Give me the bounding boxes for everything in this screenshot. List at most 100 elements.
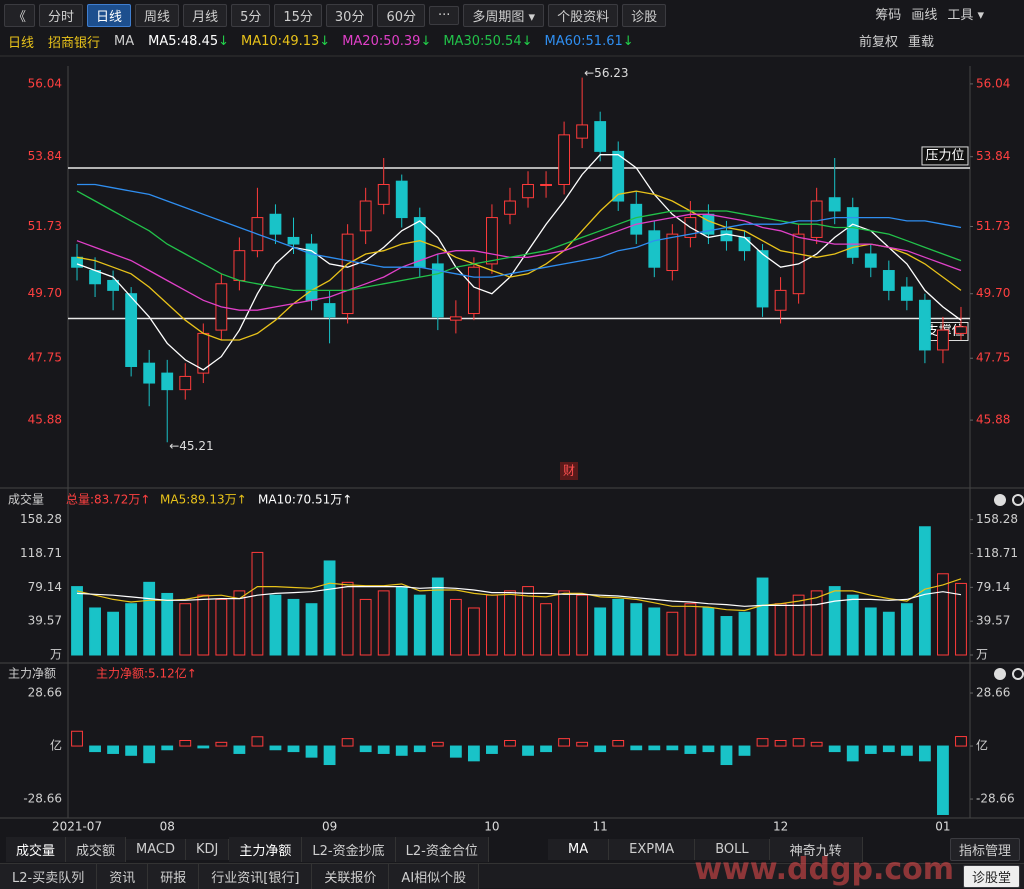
- y-tick-label: 53.84: [28, 149, 62, 163]
- marker-box: [560, 462, 578, 480]
- tab[interactable]: L2-资金合位: [395, 836, 489, 862]
- info-button[interactable]: 前复权: [858, 35, 898, 50]
- candle-body: [774, 289, 787, 311]
- candle-body: [486, 217, 498, 265]
- tab[interactable]: 神奇九转: [769, 836, 863, 862]
- net-bar: [125, 745, 138, 756]
- level-box: [921, 146, 969, 166]
- y-tick-label: 47.75: [28, 351, 62, 365]
- close-icon[interactable]: [994, 668, 1006, 680]
- toolbar-button[interactable]: 30分: [325, 3, 374, 27]
- settings-icon[interactable]: [1012, 494, 1024, 506]
- tab[interactable]: 主力净额: [229, 836, 303, 862]
- volume-bar: [215, 598, 228, 656]
- y-tick-label: 49.70: [976, 286, 1010, 300]
- volume-bar: [107, 611, 120, 656]
- toolbar-right: 筹码 画线 工具 ▾: [865, 4, 984, 23]
- volume-bar: [918, 526, 931, 656]
- candle-body: [955, 326, 967, 334]
- volume-bar: [233, 590, 246, 656]
- volume-bar: [720, 616, 733, 656]
- info-button[interactable]: 重载: [907, 35, 934, 50]
- candle-body: [882, 270, 895, 291]
- bottom-tab[interactable]: 行业资讯[银行]: [199, 863, 313, 889]
- tab[interactable]: MACD: [126, 838, 186, 860]
- candle-body: [792, 233, 805, 295]
- net-bar: [522, 745, 534, 756]
- x-tick-label: 09: [322, 820, 337, 834]
- tab[interactable]: 成交量: [6, 836, 67, 862]
- bottom-tab[interactable]: 关联报价: [312, 863, 390, 889]
- info-right: 前复权 重载: [849, 31, 934, 50]
- toolbar-button[interactable]: 周线: [135, 3, 180, 27]
- volume-bar: [955, 582, 967, 656]
- candle-body: [179, 375, 192, 391]
- volume-bar: [756, 577, 769, 656]
- toolbar-button[interactable]: 分时: [39, 3, 84, 27]
- candle-body: [71, 256, 83, 268]
- volume-bar: [828, 586, 841, 656]
- candle-body: [251, 217, 264, 252]
- tab[interactable]: L2-资金抄底: [302, 836, 396, 862]
- legend-trend: ↓: [622, 33, 634, 49]
- bottom-tab[interactable]: L2-买卖队列: [0, 863, 98, 889]
- net-bar: [269, 745, 282, 751]
- bottom-tab[interactable]: 资讯: [97, 863, 149, 889]
- volume-bar: [540, 603, 552, 656]
- panel-total: 主力净额:5.12亿↑: [96, 666, 197, 681]
- tab[interactable]: 成交额: [66, 836, 127, 862]
- toolbar-button[interactable]: 诊股: [622, 3, 667, 27]
- close-icon[interactable]: [994, 494, 1006, 506]
- ma-line: [76, 154, 962, 371]
- y-tick-label: 79.14: [976, 580, 1010, 594]
- net-bar: [810, 741, 823, 747]
- legend-entry: MA30:50.54: [443, 33, 522, 49]
- volume-bar: [449, 598, 462, 656]
- candle-body: [107, 279, 120, 291]
- settings-icon[interactable]: [1012, 668, 1024, 680]
- tab[interactable]: MA: [548, 838, 610, 860]
- toolbar-button[interactable]: 工具 ▾: [947, 8, 984, 23]
- tabs2: MA EXPMA BOLL 神奇九转: [548, 836, 863, 862]
- toolbar-button[interactable]: 个股资料: [548, 3, 619, 27]
- tab[interactable]: BOLL: [695, 838, 770, 860]
- y-tick-label: 56.04: [976, 76, 1010, 90]
- bottom-tab[interactable]: 研报: [148, 863, 200, 889]
- volume-bar: [323, 560, 336, 656]
- toolbar-button[interactable]: 15分: [274, 3, 322, 27]
- toolbar-button[interactable]: 多周期图 ▾: [463, 3, 545, 27]
- net-bar: [756, 738, 769, 747]
- toolbar-button[interactable]: 月线: [183, 3, 228, 27]
- candle-body: [269, 213, 282, 235]
- toolbar-button[interactable]: 《: [4, 3, 36, 27]
- y-tick-label: 万: [976, 648, 988, 662]
- toolbar-button[interactable]: ···: [429, 5, 460, 25]
- tab[interactable]: KDJ: [186, 838, 230, 860]
- tab[interactable]: EXPMA: [609, 838, 696, 860]
- volume-bar: [558, 590, 571, 656]
- toolbar-button[interactable]: 5分: [231, 3, 271, 27]
- bottom-button[interactable]: 诊股堂: [962, 864, 1020, 888]
- info-text: 日线: [8, 35, 35, 51]
- net-bar: [648, 745, 661, 751]
- ma-line: [76, 578, 962, 612]
- tab[interactable]: 指标管理: [949, 838, 1020, 861]
- y-tick-label: 158.28: [20, 512, 62, 526]
- volume-bar: [359, 598, 372, 656]
- toolbar-button[interactable]: 60分: [377, 3, 425, 27]
- net-bar: [467, 745, 480, 762]
- toolbar-button[interactable]: 画线: [911, 8, 938, 23]
- candle-body: [684, 217, 697, 238]
- bottom-tab[interactable]: AI相似个股: [389, 863, 480, 889]
- candle-body: [900, 286, 913, 301]
- toolbar-button[interactable]: 日线: [87, 3, 132, 27]
- ma-line: [76, 190, 962, 341]
- volume-bar: [612, 598, 625, 656]
- y-tick-label: 万: [50, 648, 62, 662]
- candle-body: [359, 200, 372, 232]
- toolbar-button[interactable]: 筹码: [875, 8, 902, 23]
- legend-trend: ↓: [319, 33, 331, 49]
- y-tick-label: 79.14: [28, 580, 62, 594]
- volume-bar: [738, 611, 751, 656]
